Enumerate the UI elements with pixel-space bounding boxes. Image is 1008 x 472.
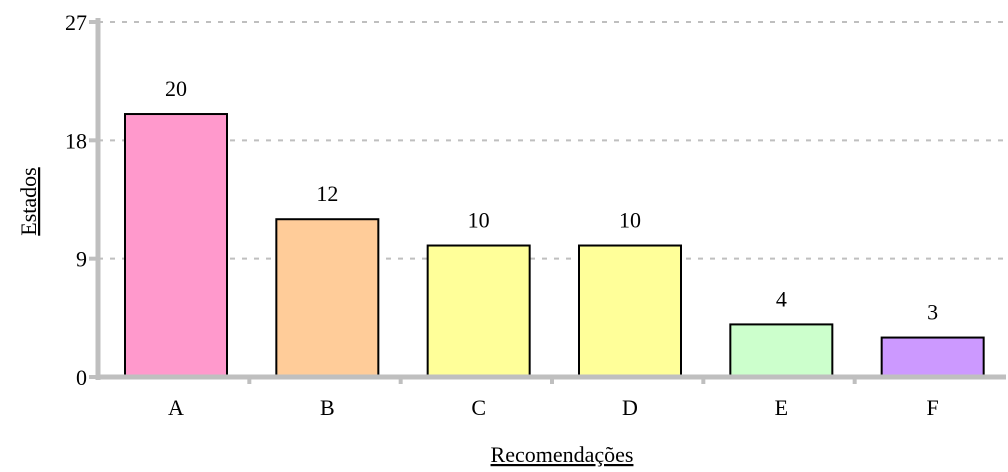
y-tick-label: 18: [65, 128, 87, 153]
x-tick-label: F: [927, 395, 939, 420]
bar-e: [729, 323, 834, 379]
x-axis-title: Recomendações: [491, 442, 634, 467]
y-tick-label: 0: [76, 365, 87, 390]
data-label: 12: [316, 181, 338, 206]
y-tick-label: 27: [65, 10, 87, 35]
data-label: 3: [927, 300, 938, 325]
data-label: 10: [468, 208, 490, 233]
ticks: [89, 20, 857, 384]
data-label: 4: [776, 286, 787, 311]
bar-f: [880, 336, 985, 378]
bars: [124, 113, 985, 379]
y-axis-title: Estados: [16, 167, 41, 235]
axes: [95, 18, 1006, 380]
y-tick-label: 9: [76, 247, 87, 272]
x-tick-label: A: [168, 395, 184, 420]
bar-b: [275, 218, 380, 378]
x-tick-label: E: [775, 395, 788, 420]
bar-a: [124, 113, 228, 378]
x-tick-label: B: [320, 395, 335, 420]
x-tick-label: C: [471, 395, 486, 420]
x-tick-label: D: [622, 395, 638, 420]
bar-c: [426, 244, 531, 378]
data-label: 20: [165, 76, 187, 101]
bar-d: [578, 244, 682, 378]
data-label: 10: [619, 208, 641, 233]
labels: 0 9 18 27 20 A 12 B 10 C 10 D 4 E 3 F: [65, 10, 939, 420]
gridlines: [98, 21, 1006, 260]
